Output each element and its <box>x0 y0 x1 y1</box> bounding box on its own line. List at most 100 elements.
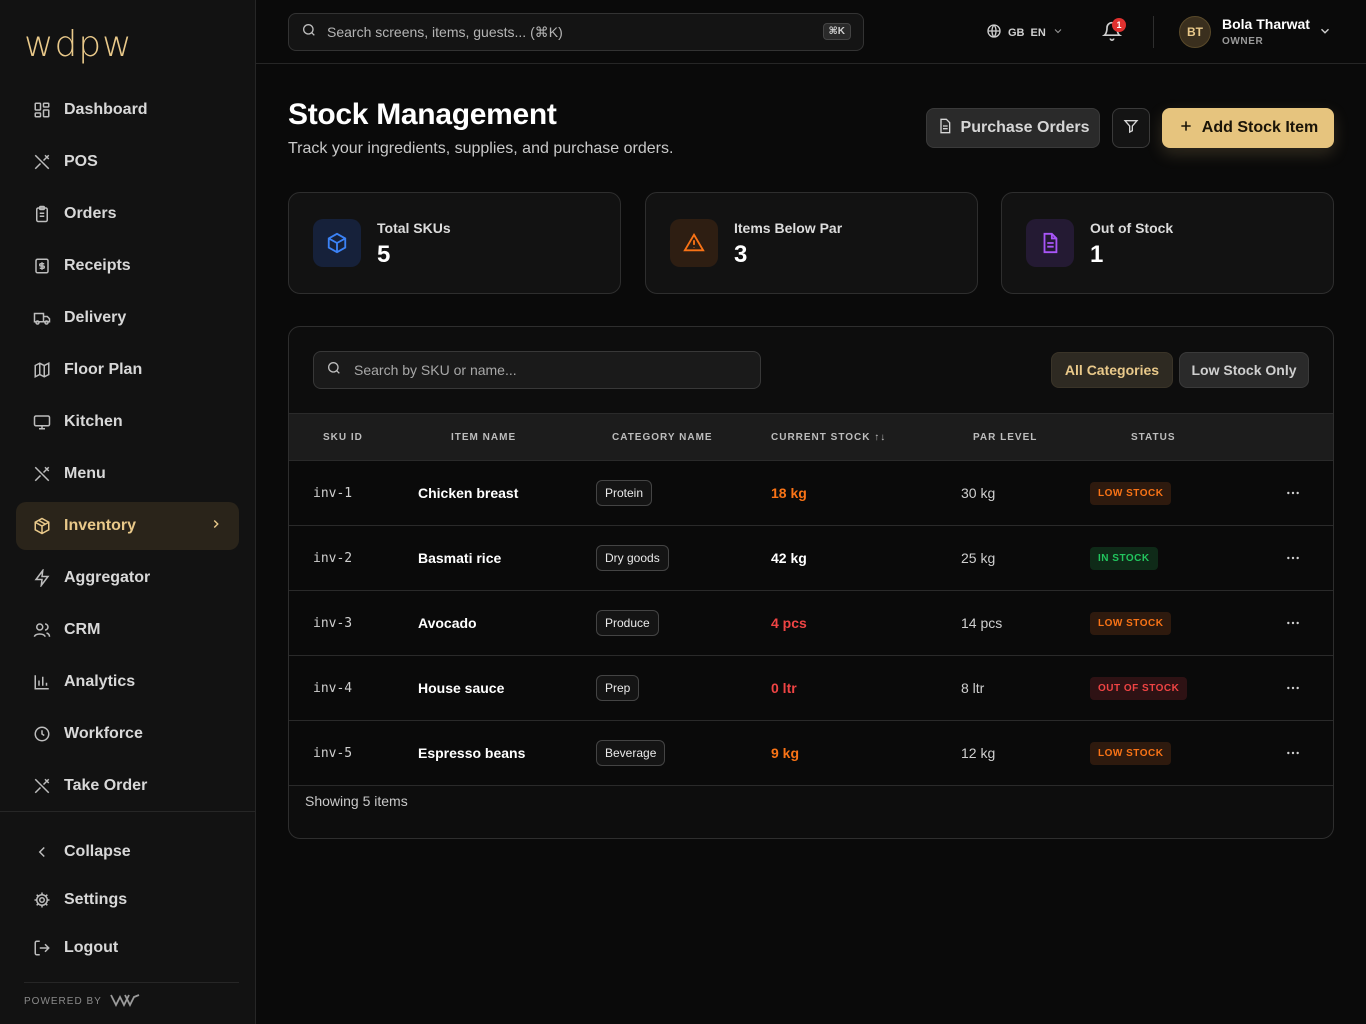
column-header-sku[interactable]: SKU ID <box>323 432 363 443</box>
table-row[interactable]: inv-4 House sauce Prep 0 ltr 8 ltr OUT OF STO… <box>289 656 1333 721</box>
item-name-cell: Espresso beans <box>418 745 526 761</box>
more-actions-icon[interactable] <box>1285 461 1301 525</box>
column-header-current-stock[interactable]: CURRENT STOCK ↑↓ <box>771 432 887 443</box>
sidebar-item-take-order[interactable]: Take Order <box>16 762 239 810</box>
low-stock-only-filter[interactable]: Low Stock Only <box>1179 352 1309 388</box>
table-header: SKU ID ITEM NAME CATEGORY NAME CURRENT S… <box>289 413 1333 461</box>
sidebar-item-label: Collapse <box>64 843 131 860</box>
sidebar-item-label: Inventory <box>64 517 137 534</box>
table-row[interactable]: inv-1 Chicken breast Protein 18 kg 30 kg LOW … <box>289 461 1333 526</box>
all-categories-filter[interactable]: All Categories <box>1051 352 1173 388</box>
dashboard-icon <box>32 100 52 120</box>
language-selector[interactable]: GB EN <box>986 23 1064 42</box>
sidebar-item-menu[interactable]: Menu <box>16 450 239 498</box>
powered-by: POWERED BY <box>24 982 239 1010</box>
sidebar-item-crm[interactable]: CRM <box>16 606 239 654</box>
stat-value: 1 <box>1090 241 1104 268</box>
filter-button[interactable] <box>1112 108 1150 148</box>
category-cell: Prep <box>596 656 640 720</box>
sidebar-item-kitchen[interactable]: Kitchen <box>16 398 239 446</box>
user-menu-chevron-icon[interactable] <box>1318 24 1332 43</box>
sidebar-item-analytics[interactable]: Analytics <box>16 658 239 706</box>
current-stock-cell: 18 kg <box>771 485 807 501</box>
category-cell: Produce <box>596 591 659 655</box>
add-stock-item-button[interactable]: Add Stock Item <box>1162 108 1334 148</box>
sidebar-item-inventory[interactable]: Inventory <box>16 502 239 550</box>
chevron-down-icon <box>1052 25 1064 40</box>
language-flag: GB <box>1008 26 1025 39</box>
column-header-par-level[interactable]: PAR LEVEL <box>973 432 1038 443</box>
logo-text: wdpw <box>24 23 133 65</box>
stat-value: 3 <box>734 241 748 268</box>
top-bar: Search screens, items, guests... (⌘K) ⌘K… <box>256 0 1366 64</box>
status-cell: LOW STOCK <box>1090 591 1172 655</box>
sidebar-item-label: CRM <box>64 621 101 638</box>
table-row[interactable]: inv-2 Basmati rice Dry goods 42 kg 25 kg IN S… <box>289 526 1333 591</box>
powered-by-logo-icon <box>109 993 140 1010</box>
add-stock-item-label: Add Stock Item <box>1201 119 1319 136</box>
current-stock-cell: 9 kg <box>771 745 800 761</box>
table-search-input[interactable]: Search by SKU or name... <box>313 351 761 389</box>
bell-icon[interactable] <box>1101 21 1123 41</box>
sidebar-item-label: Workforce <box>64 725 143 742</box>
sku-cell: inv-3 <box>313 615 353 631</box>
sidebar-item-dashboard[interactable]: Dashboard <box>16 86 239 134</box>
more-actions-icon[interactable] <box>1285 656 1301 720</box>
truck-icon <box>32 308 52 328</box>
item-name-cell: Avocado <box>418 615 477 631</box>
status-badge: OUT OF STOCK <box>1090 676 1188 700</box>
shortcut-badge: ⌘K <box>822 23 851 40</box>
more-actions-icon[interactable] <box>1285 721 1301 785</box>
more-actions-icon[interactable] <box>1285 591 1301 655</box>
column-header-status[interactable]: STATUS <box>1131 432 1176 443</box>
table-row[interactable]: inv-3 Avocado Produce 4 pcs 14 pcs LOW STOCK <box>289 591 1333 656</box>
clock-icon <box>32 724 52 744</box>
current-stock-cell: 4 pcs <box>771 615 807 631</box>
column-header-category[interactable]: CATEGORY NAME <box>612 432 713 443</box>
category-cell: Protein <box>596 461 653 525</box>
global-search-input[interactable]: Search screens, items, guests... (⌘K) ⌘K <box>288 13 864 51</box>
par-level-cell: 8 ltr <box>961 680 985 696</box>
sidebar-item-aggregator[interactable]: Aggregator <box>16 554 239 602</box>
sidebar-item-delivery[interactable]: Delivery <box>16 294 239 342</box>
sidebar-item-orders[interactable]: Orders <box>16 190 239 238</box>
zap-icon <box>32 568 52 588</box>
status-cell: IN STOCK <box>1090 526 1158 590</box>
sidebar-item-settings[interactable]: Settings <box>16 876 239 924</box>
brand-logo[interactable]: wdpw <box>24 22 133 66</box>
purchase-orders-button[interactable]: Purchase Orders <box>926 108 1100 148</box>
user-name[interactable]: Bola Tharwat <box>1222 16 1310 32</box>
sidebar-item-label: POS <box>64 153 98 170</box>
more-actions-icon[interactable] <box>1285 526 1301 590</box>
sidebar-item-floor-plan[interactable]: Floor Plan <box>16 346 239 394</box>
sidebar-item-label: Analytics <box>64 673 136 690</box>
column-header-item-name[interactable]: ITEM NAME <box>451 432 517 443</box>
sidebar-item-label: Take Order <box>64 777 148 794</box>
sidebar-item-workforce[interactable]: Workforce <box>16 710 239 758</box>
sidebar-item-pos[interactable]: POS <box>16 138 239 186</box>
inventory-table-panel: Search by SKU or name... All Categories … <box>288 326 1334 839</box>
page-title: Stock Management <box>288 98 557 131</box>
sidebar-item-collapse[interactable]: Collapse <box>16 828 239 876</box>
search-icon <box>326 360 342 381</box>
clipboard-icon <box>32 204 52 224</box>
sidebar-item-logout[interactable]: Logout <box>16 924 239 972</box>
item-name-cell: Basmati rice <box>418 550 502 566</box>
sidebar-item-label: Kitchen <box>64 413 123 430</box>
global-search-placeholder: Search screens, items, guests... (⌘K) <box>327 23 563 40</box>
monitor-icon <box>32 412 52 432</box>
topbar-divider <box>1153 16 1154 48</box>
sidebar-item-receipts[interactable]: Receipts <box>16 242 239 290</box>
chevron-left-icon <box>32 842 52 862</box>
item-name-cell: House sauce <box>418 680 505 696</box>
sidebar-item-label: Dashboard <box>64 101 148 118</box>
table-row[interactable]: inv-5 Espresso beans Beverage 9 kg 12 kg LOW … <box>289 721 1333 786</box>
category-pill: Beverage <box>596 740 666 766</box>
gear-icon <box>32 890 52 910</box>
purchase-orders-label: Purchase Orders <box>960 119 1090 136</box>
avatar[interactable]: BT <box>1179 16 1211 48</box>
status-badge: LOW STOCK <box>1090 481 1172 505</box>
language-code: EN <box>1030 26 1046 39</box>
category-pill: Produce <box>596 610 659 636</box>
